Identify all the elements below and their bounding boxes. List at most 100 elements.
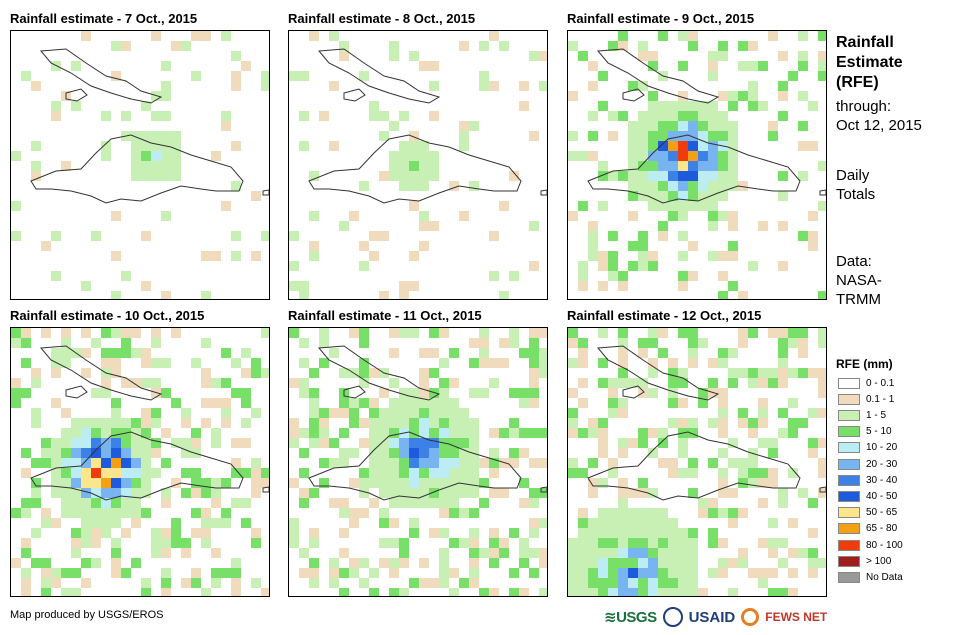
rainfall-raster xyxy=(289,328,547,596)
usaid-logo: USAID xyxy=(688,608,736,626)
rainfall-cell xyxy=(678,418,688,428)
rainfall-cell xyxy=(778,408,788,418)
rainfall-cell xyxy=(339,221,349,231)
rainfall-cell xyxy=(658,221,668,231)
rainfall-cell xyxy=(151,548,161,558)
rainfall-cell xyxy=(718,251,728,261)
rainfall-cell xyxy=(778,428,788,438)
rainfall-cell xyxy=(778,348,788,358)
rainfall-cell xyxy=(618,378,628,388)
rainfall-cell xyxy=(728,121,738,131)
rainfall-cell xyxy=(339,528,349,538)
rainfall-cell xyxy=(161,91,171,101)
rainfall-cell xyxy=(241,61,251,71)
rainfall-cell xyxy=(429,348,439,358)
rainfall-cell xyxy=(439,488,449,498)
rainfall-cell xyxy=(111,458,121,468)
rainfall-cell xyxy=(568,211,578,221)
rainfall-cell xyxy=(738,478,748,488)
rainfall-cell xyxy=(618,548,628,558)
rainfall-cell xyxy=(131,151,141,161)
rainfall-cell xyxy=(221,518,231,528)
legend-row: 0 - 0.1 xyxy=(838,377,894,389)
rainfall-cell xyxy=(251,368,261,378)
rainfall-cell xyxy=(211,428,221,438)
rainfall-cell xyxy=(818,51,826,61)
rainfall-cell xyxy=(151,468,161,478)
rainfall-cell xyxy=(598,578,608,588)
rainfall-cell xyxy=(201,378,211,388)
rainfall-cell xyxy=(329,31,339,41)
rainfall-cell xyxy=(568,568,578,578)
rainfall-cell xyxy=(379,478,389,488)
rainfall-cell xyxy=(11,151,21,161)
rainfall-cell xyxy=(499,428,509,438)
rainfall-cell xyxy=(319,408,329,418)
rainfall-cell xyxy=(728,241,738,251)
rainfall-cell xyxy=(539,548,547,558)
puerto-rico-outline xyxy=(262,486,269,493)
rainfall-cell xyxy=(439,428,449,438)
rainfall-cell xyxy=(161,161,171,171)
rainfall-cell xyxy=(568,131,578,141)
legend-row: 80 - 100 xyxy=(838,539,903,551)
data-source-line-trmm: TRMM xyxy=(836,291,881,308)
rainfall-cell xyxy=(728,151,738,161)
rainfall-cell xyxy=(111,448,121,458)
rainfall-cell xyxy=(241,518,251,528)
legend-swatch xyxy=(838,393,860,405)
rainfall-cell xyxy=(608,251,618,261)
rainfall-cell xyxy=(818,488,826,498)
title-line-rfe: (RFE) xyxy=(836,74,879,91)
rainfall-cell xyxy=(241,348,251,358)
rainfall-cell xyxy=(638,338,648,348)
legend-label: > 100 xyxy=(866,555,892,567)
rainfall-cell xyxy=(808,528,818,538)
rainfall-cell xyxy=(688,338,698,348)
rainfall-cell xyxy=(798,171,808,181)
rainfall-cell xyxy=(369,111,379,121)
rainfall-cell xyxy=(31,171,41,181)
rainfall-cell xyxy=(688,428,698,438)
rainfall-cell xyxy=(419,488,429,498)
rainfall-cell xyxy=(479,328,489,338)
rainfall-cell xyxy=(618,408,628,418)
rainfall-cell xyxy=(459,448,469,458)
rainfall-cell xyxy=(618,508,628,518)
rainfall-cell xyxy=(648,388,658,398)
rainfall-cell xyxy=(678,111,688,121)
rainfall-cell xyxy=(519,448,529,458)
rainfall-cell xyxy=(668,151,678,161)
rainfall-cell xyxy=(658,101,668,111)
rainfall-cell xyxy=(379,428,389,438)
rainfall-cell xyxy=(111,328,121,338)
rainfall-cell xyxy=(409,488,419,498)
rainfall-cell xyxy=(698,131,708,141)
rainfall-cell xyxy=(409,478,419,488)
rainfall-cell xyxy=(339,51,349,61)
rainfall-cell xyxy=(459,428,469,438)
legend-row: 40 - 50 xyxy=(838,490,897,502)
rainfall-cell xyxy=(261,478,269,488)
rainfall-cell xyxy=(658,428,668,438)
rainfall-cell xyxy=(509,528,519,538)
rainfall-cell xyxy=(419,241,429,251)
rainfall-cell xyxy=(61,338,71,348)
rainfall-cell xyxy=(51,438,61,448)
rainfall-cell xyxy=(399,418,409,428)
rainfall-cell xyxy=(638,181,648,191)
rainfall-cell xyxy=(289,428,299,438)
rainfall-cell xyxy=(668,578,678,588)
rainfall-cell xyxy=(818,31,826,41)
rainfall-cell xyxy=(598,328,608,338)
rainfall-cell xyxy=(688,121,698,131)
rainfall-cell xyxy=(91,528,101,538)
rainfall-cell xyxy=(638,428,648,438)
rainfall-cell xyxy=(658,558,668,568)
rainfall-cell xyxy=(319,438,329,448)
rainfall-cell xyxy=(718,111,728,121)
rainfall-cell xyxy=(101,358,111,368)
rainfall-cell xyxy=(81,518,91,528)
rainfall-cell xyxy=(201,478,211,488)
rainfall-cell xyxy=(748,41,758,51)
